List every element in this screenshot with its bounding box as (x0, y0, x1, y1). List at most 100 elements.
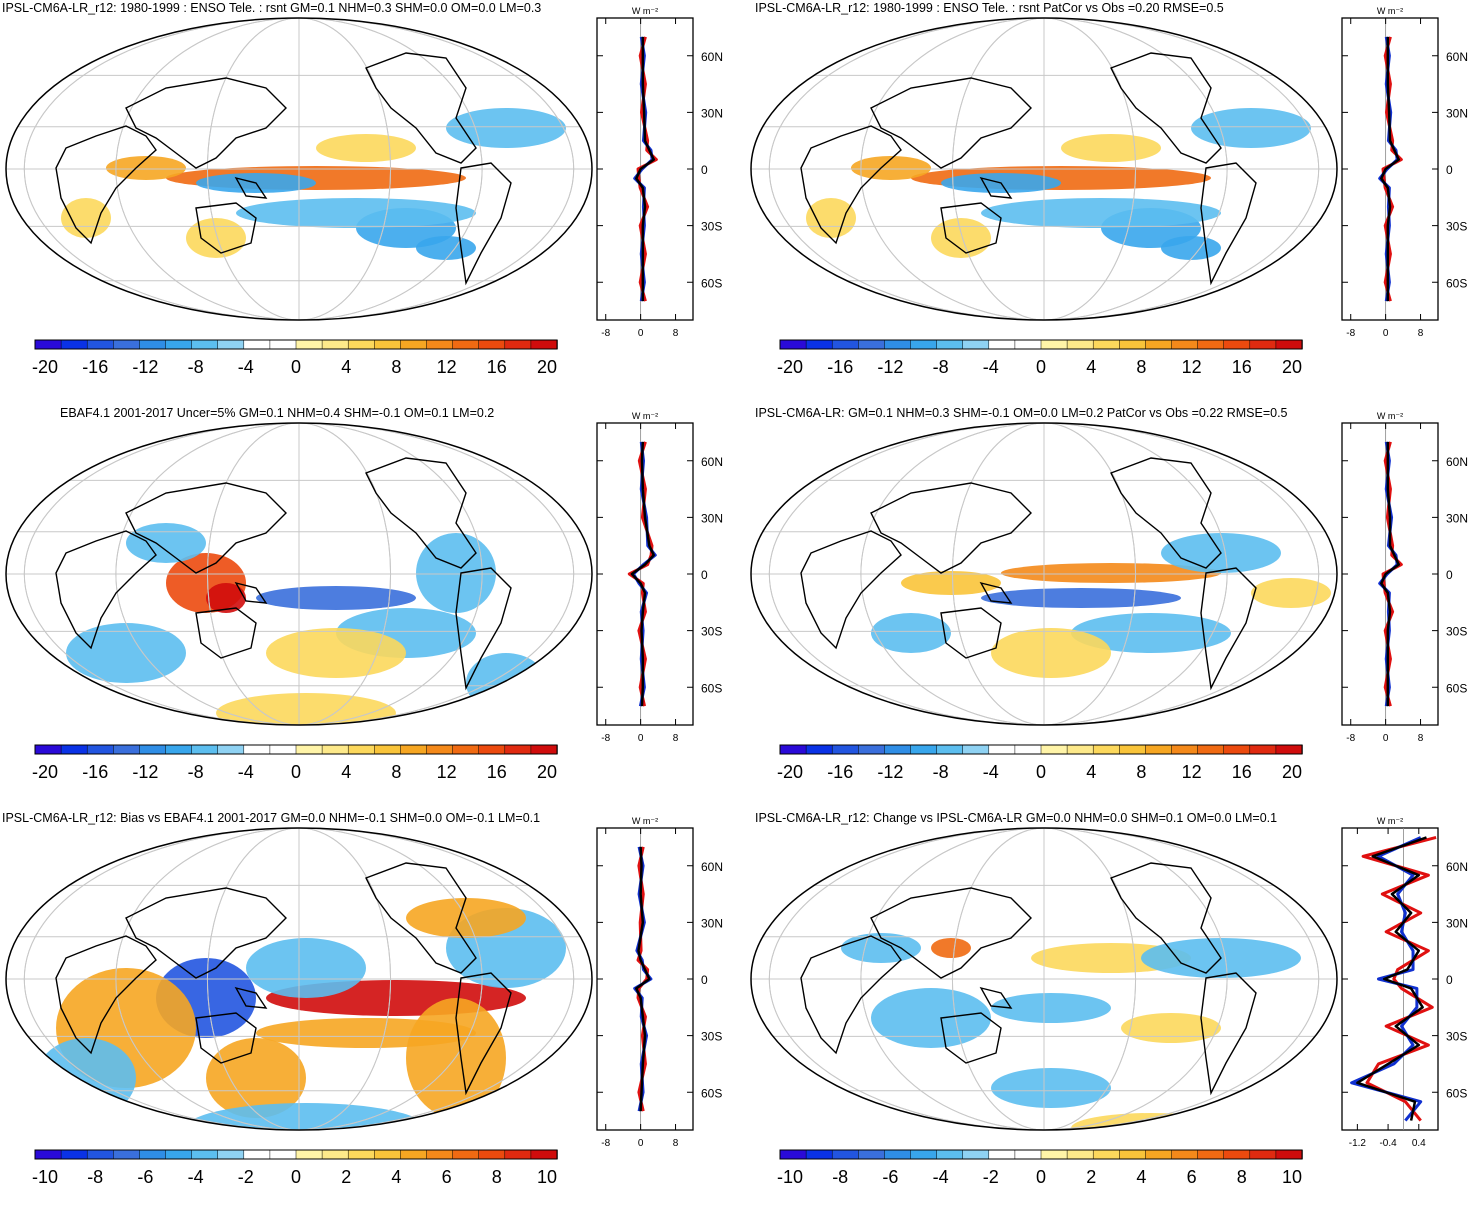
colorbar-swatch (217, 339, 245, 350)
colorbar-swatch (478, 339, 506, 350)
colorbar-tick-label: 6 (1187, 1167, 1197, 1187)
colorbar-tick-label: 2 (341, 1167, 351, 1187)
anomaly-region (256, 586, 416, 610)
coastline (979, 986, 1013, 1009)
coastline (979, 581, 1013, 604)
zonal-mean-frame (1341, 17, 1439, 321)
zonal-line-black (635, 846, 651, 1112)
colorbar-tick-label: 20 (537, 357, 557, 377)
coastline (800, 530, 902, 650)
colorbar-swatch (34, 339, 62, 350)
panel-svg: -20 -16 -12 -8 -4 0 4 8 12 16 20 W m⁻² 60N 30N 0 30S 60S… (5, 411, 723, 782)
panel-5: IPSL-CM6A-LR_r12: Bias vs EBAF4.1 2001-2… (0, 810, 740, 1205)
colorbar-swatch (139, 339, 167, 350)
colorbar-swatch (530, 744, 558, 755)
units-label: W m⁻² (632, 411, 658, 421)
colorbar-tick-label: 4 (1136, 1167, 1146, 1187)
colorbar-swatch (86, 1149, 115, 1160)
lat-label: 60S (1446, 276, 1467, 290)
colorbar-swatch (1040, 1149, 1068, 1160)
colorbar-tick-label: 0 (1036, 1167, 1046, 1187)
colorbar-swatch (478, 744, 506, 755)
colorbar-tick-label: 20 (1282, 762, 1302, 782)
colorbar-tick-label: 4 (341, 357, 351, 377)
colorbar-tick-label: 8 (1136, 762, 1146, 782)
zonal-tick-label: 0 (1383, 328, 1389, 339)
colorbar-swatch (139, 1149, 167, 1160)
colorbar-tick-label: -8 (87, 1167, 103, 1187)
colorbar-tick-label: 4 (1086, 762, 1096, 782)
zonal-tick-label: 8 (673, 1138, 679, 1149)
zonal-line-black (635, 36, 655, 302)
colorbar-tick-label: 16 (487, 762, 507, 782)
colorbar-swatch (1119, 339, 1147, 350)
colorbar-swatch (1171, 339, 1199, 350)
panel-svg: -20 -16 -12 -8 -4 0 4 8 12 16 20 W m⁻² 60N 30N 0 30S 60S… (5, 6, 723, 377)
anomaly-region (1121, 1013, 1221, 1043)
anomaly-region (446, 108, 566, 148)
anomaly-region (1071, 613, 1231, 653)
colorbar-swatch (1145, 1149, 1173, 1160)
map (751, 828, 1337, 1130)
colorbar-tick-label: 0 (1036, 762, 1046, 782)
colorbar-swatch (1145, 339, 1173, 350)
colorbar-swatch (426, 744, 454, 755)
colorbar-outline (34, 1149, 558, 1160)
lon-gridline (860, 423, 1228, 725)
lon-gridline (768, 828, 1320, 1130)
lon-gridline (115, 828, 483, 1130)
colorbar-swatch (936, 744, 964, 755)
lon-gridline (951, 828, 1137, 1130)
colorbar-tick-label: -20 (777, 357, 803, 377)
colorbar-tick-label: 20 (1282, 357, 1302, 377)
anomaly-region (806, 198, 856, 238)
panel-4: IPSL-CM6A-LR: GM=0.1 NHM=0.3 SHM=-0.1 OM… (745, 405, 1483, 800)
colorbar-swatch (858, 339, 886, 350)
coastline (125, 887, 287, 979)
map-outline (5, 422, 593, 726)
anomaly-region (931, 938, 971, 958)
lat-label: 0 (1446, 163, 1453, 177)
lat-label: 60S (701, 276, 722, 290)
zonal-line-black (630, 441, 655, 707)
colorbar-swatch (1092, 1149, 1121, 1160)
colorbar-swatch (1014, 1149, 1042, 1160)
units-label: W m⁻² (632, 6, 658, 16)
colorbar-swatch (805, 339, 833, 350)
colorbar-tick-label: 4 (1086, 357, 1096, 377)
anomaly-region (841, 933, 921, 963)
colorbar-swatch (1223, 744, 1251, 755)
colorbar-tick-label: -8 (188, 357, 204, 377)
map-outline (5, 827, 593, 1131)
colorbar-swatch (321, 339, 349, 350)
colorbar-swatch (1197, 744, 1225, 755)
panel-title: IPSL-CM6A-LR_r12: 1980-1999 : ENSO Tele.… (2, 1, 542, 15)
coastline (125, 482, 287, 574)
colorbar-tick-label: 6 (442, 1167, 452, 1187)
anomaly-region (991, 993, 1111, 1023)
panel-svg: -20 -16 -12 -8 -4 0 4 8 12 16 20 W m⁻² 60N 30N 0 30S 60S… (750, 6, 1468, 377)
colorbar-tick-label: -8 (933, 762, 949, 782)
anomaly-region (106, 156, 186, 180)
colorbar-swatch (165, 1149, 193, 1160)
colorbar-tick-label: 2 (1086, 1167, 1096, 1187)
colorbar-swatch (1171, 1149, 1199, 1160)
zonal-tick-label: 0 (1383, 733, 1389, 744)
colorbar-swatch (269, 1149, 297, 1160)
coastline (195, 202, 257, 254)
coastline (55, 125, 157, 245)
colorbar-swatch (805, 1149, 833, 1160)
colorbar-swatch (1275, 1149, 1303, 1160)
colorbar-swatch (1092, 339, 1121, 350)
colorbar-swatch (34, 744, 62, 755)
colorbar-tick-label: -4 (238, 357, 254, 377)
colorbar-outline (34, 744, 558, 755)
lon-gridline (860, 18, 1228, 320)
colorbar-swatch (191, 339, 219, 350)
anomaly-region (236, 198, 476, 228)
colorbar-swatch (1014, 339, 1042, 350)
lon-gridline (860, 828, 1228, 1130)
coastline (940, 607, 1002, 659)
colorbar-swatch (426, 339, 454, 350)
colorbar-swatch (165, 339, 193, 350)
